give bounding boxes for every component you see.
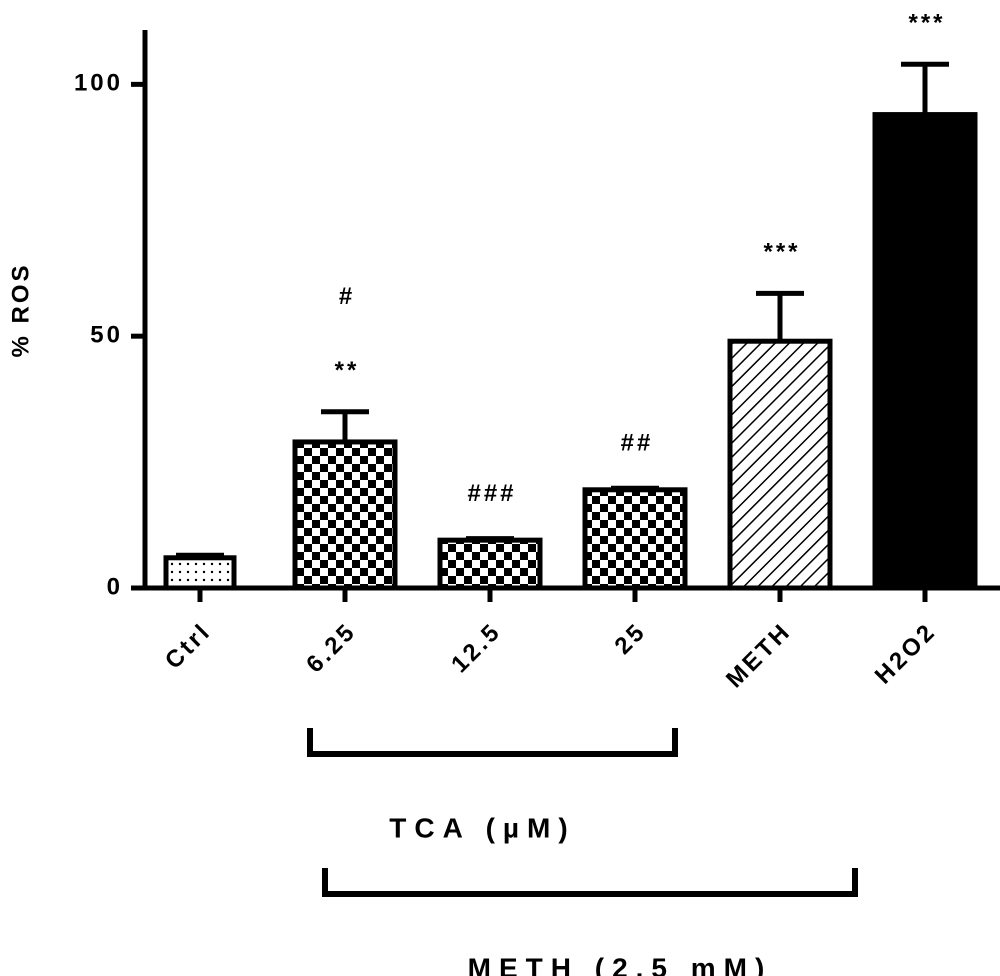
group-bracket: [307, 728, 678, 757]
bar: [437, 537, 543, 591]
group-label: TCA (µM): [389, 812, 575, 843]
bar: [163, 555, 237, 591]
significance-hashes: ###: [467, 480, 516, 507]
x-tick-label: Ctrl: [160, 618, 217, 675]
significance-stars: ***: [908, 10, 945, 37]
significance-hashes: ##: [621, 430, 654, 457]
x-tick-label: 12.5: [446, 618, 507, 679]
x-tick-label: 6.25: [301, 618, 362, 679]
x-tick-label: 25: [610, 618, 652, 660]
bar: [292, 439, 398, 591]
y-tick-label: 0: [107, 573, 123, 600]
bar: [872, 112, 978, 591]
bar: [582, 487, 688, 591]
bar: [727, 338, 833, 591]
significance-stars: **: [335, 357, 360, 384]
significance-hashes: #: [339, 283, 355, 310]
x-tick-label: METH: [721, 618, 797, 694]
x-tick-label: H2O2: [870, 618, 942, 690]
y-tick-label: 100: [74, 70, 123, 97]
y-tick-label: 50: [90, 322, 123, 349]
significance-stars: ***: [763, 239, 800, 266]
group-label: METH (2.5 mM): [468, 952, 773, 976]
y-axis-label: % ROS: [7, 262, 34, 357]
group-bracket: [322, 868, 858, 897]
